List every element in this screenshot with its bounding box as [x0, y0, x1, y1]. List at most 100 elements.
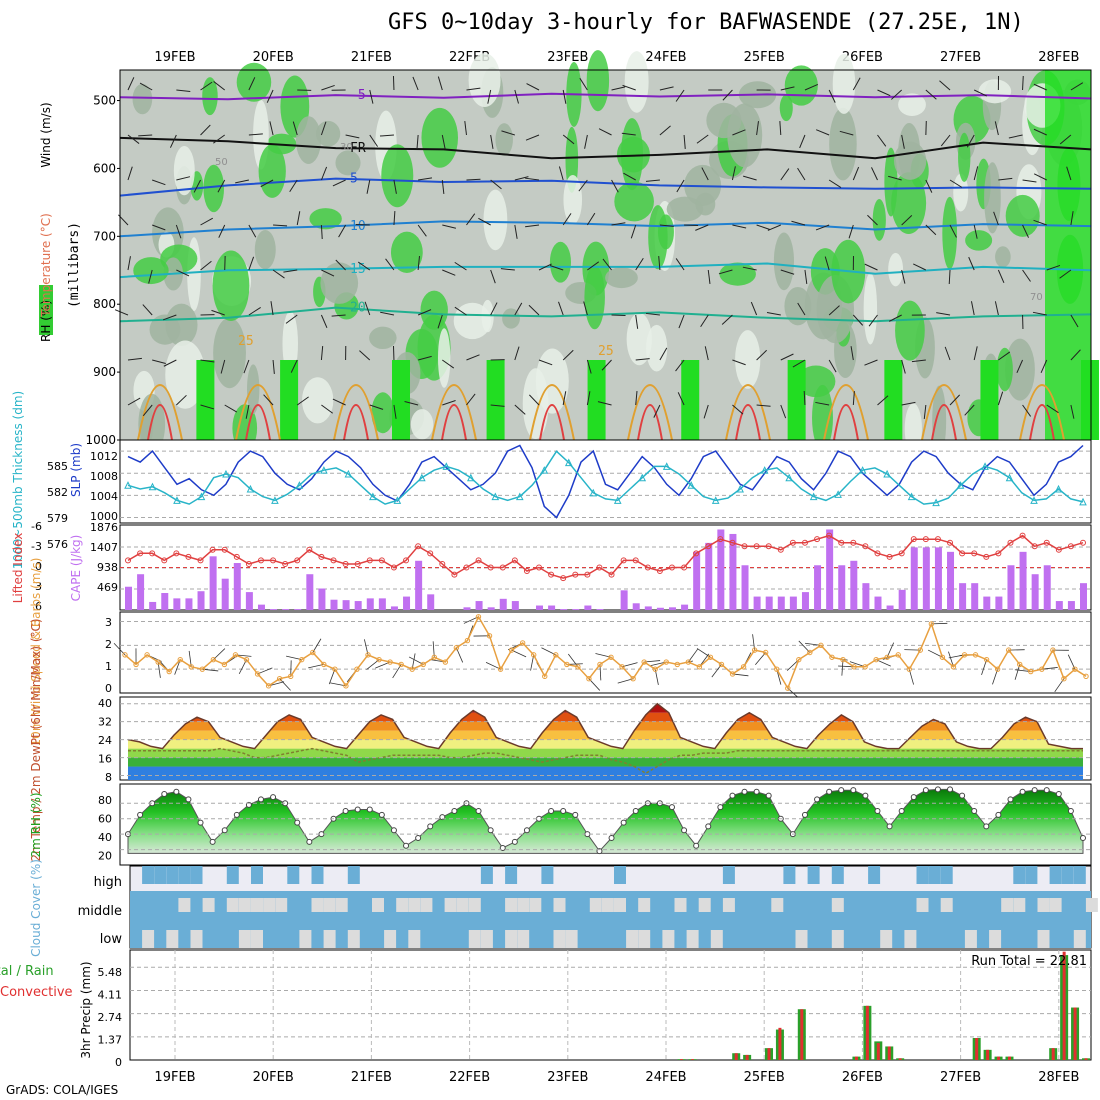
cloud-high-block	[311, 866, 324, 884]
cape-bar	[983, 596, 991, 610]
wind-speed-marker	[122, 652, 128, 658]
lifted-index-marker	[1031, 543, 1038, 550]
rh-contour-label: 70	[1030, 292, 1043, 303]
cape-bar	[656, 607, 664, 610]
rh-contour-label: 50	[215, 157, 228, 168]
cape-bar	[572, 609, 580, 610]
lifted-index-marker	[584, 571, 591, 578]
wind-barb	[355, 223, 370, 226]
wind-barb	[792, 359, 806, 368]
wind-speed-marker	[166, 668, 172, 675]
rh-patch	[735, 330, 761, 389]
cloud-mid-gap	[916, 898, 929, 912]
wind-barb	[598, 128, 612, 136]
precip-convective-bar	[1073, 1007, 1077, 1060]
wind-barb	[973, 166, 979, 181]
cloud-tick: low	[100, 932, 123, 947]
wind-barb	[127, 166, 133, 181]
rh-patch	[621, 118, 643, 191]
isotherm-25-loop	[823, 384, 869, 441]
cape-bar	[753, 596, 761, 610]
rh-patch	[888, 252, 904, 287]
rh-patch	[149, 314, 181, 345]
rh-marker	[161, 791, 168, 798]
cloud-high-block	[1049, 866, 1062, 884]
rh-patch	[695, 192, 716, 216]
wind-barb	[584, 134, 588, 149]
wind-speed-marker	[531, 652, 537, 658]
temp-axis-label: 2m Temp / 2m DewPt (6hr Min/Max) (°C)	[29, 618, 43, 861]
wind-barb	[611, 86, 626, 91]
cloud-mid-gap	[372, 898, 384, 912]
wind-speed-marker	[641, 659, 647, 665]
cape-bar	[427, 594, 435, 610]
wind-speed-marker	[431, 654, 437, 660]
rh-patch	[203, 164, 225, 213]
wind-barb	[393, 210, 396, 226]
wind-barb	[114, 309, 129, 316]
wind-barb	[248, 256, 255, 271]
date-label-bottom: 21FEB	[351, 1070, 392, 1085]
cape-bar	[644, 606, 652, 610]
wind-barb	[997, 391, 1004, 406]
wind-barb	[478, 217, 491, 226]
thickness-marker	[589, 488, 598, 497]
isotherm-30-loop	[833, 404, 859, 441]
wind-barb	[437, 314, 443, 329]
cloud-high-block	[287, 866, 300, 884]
rh-patch	[212, 250, 250, 321]
wind-barb	[528, 304, 540, 316]
cape-bar	[826, 529, 834, 610]
rh-patch	[258, 144, 286, 198]
rh-marker	[741, 788, 748, 795]
cape-bar	[403, 596, 411, 610]
lifted-index-marker	[185, 553, 192, 560]
isotherm-30-loop	[637, 404, 663, 441]
wind-barb	[454, 261, 467, 271]
cloud-high-block	[251, 866, 263, 884]
date-label-top: 26FEB	[842, 50, 883, 65]
rh-marker	[983, 823, 990, 830]
cape-bar	[898, 589, 906, 610]
lifted-index-marker	[548, 571, 555, 578]
rh-marker	[1043, 787, 1050, 794]
cape-bar	[874, 596, 882, 610]
wind-speed-marker	[718, 661, 725, 668]
cloud-high-block	[831, 866, 844, 884]
slp-tick: 1012	[90, 450, 118, 463]
thickness-tick: 582	[47, 486, 68, 499]
cape-bar	[390, 606, 398, 610]
lifted-index-marker	[705, 543, 712, 550]
wind-speed-marker	[453, 645, 460, 651]
cloud-low-gap	[1037, 930, 1050, 948]
wind-barb	[139, 82, 153, 91]
lifted-index-marker	[874, 550, 881, 557]
rh-patch	[132, 83, 153, 115]
wind-barb	[586, 212, 596, 226]
rh-marker	[922, 787, 929, 794]
lifted-index-marker	[850, 539, 857, 546]
rh-marker	[270, 794, 277, 801]
date-label-top: 19FEB	[154, 50, 195, 65]
lifted-index-marker	[511, 557, 518, 564]
thickness-marker	[515, 492, 524, 501]
wind-speed-marker	[1028, 668, 1034, 675]
wind-barb	[925, 179, 933, 193]
cloud-low-gap	[517, 930, 530, 948]
cape-bar	[1019, 551, 1027, 610]
wind-barb	[678, 314, 685, 329]
wind-barb	[273, 224, 288, 227]
wind-speed-marker	[155, 659, 161, 665]
wind-barb	[852, 391, 855, 406]
rh-patch	[309, 208, 342, 230]
cloud-low-gap	[565, 930, 578, 948]
isotherm-25-loop	[1019, 384, 1065, 441]
wind-speed-line	[124, 615, 1087, 690]
cape-bar	[161, 593, 169, 610]
wind-barb	[466, 213, 476, 226]
wind-speed-marker	[464, 637, 471, 644]
wind-barb	[127, 77, 135, 91]
rh-patch	[133, 257, 169, 285]
rh-patch	[648, 205, 668, 270]
cloud-mid-gap	[238, 898, 251, 912]
